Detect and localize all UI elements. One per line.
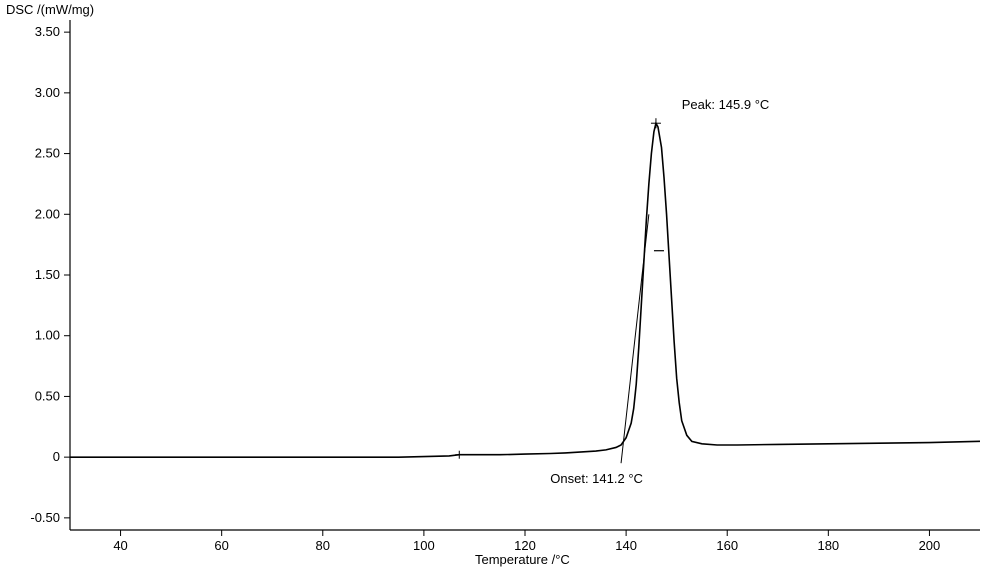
y-tick-label: 2.00	[35, 206, 60, 221]
x-tick-label: 100	[413, 538, 435, 553]
dsc-curve	[70, 123, 980, 457]
y-tick-label: 3.00	[35, 85, 60, 100]
y-tick-label: -0.50	[30, 510, 60, 525]
x-tick-label: 80	[316, 538, 330, 553]
y-tick-label: 0.50	[35, 388, 60, 403]
onset-tangent	[621, 214, 649, 463]
y-tick-label: 1.00	[35, 328, 60, 343]
y-tick-label: 2.50	[35, 146, 60, 161]
y-tick-label: 3.50	[35, 24, 60, 39]
x-tick-label: 200	[919, 538, 941, 553]
chart-svg: 40 60 80 100 120 140 160 180 200 -0.50 0 0.50 1.00 1.…	[0, 0, 1000, 568]
x-tick-label: 120	[514, 538, 536, 553]
x-tick-label: 60	[214, 538, 228, 553]
x-tick-label: 160	[716, 538, 738, 553]
x-tick-label: 140	[615, 538, 637, 553]
y-tick-label: 0	[53, 449, 60, 464]
x-tick-label: 180	[817, 538, 839, 553]
dsc-chart: DSC /(mW/mg) ↓ exo Temperature /°C Peak:…	[0, 0, 1000, 568]
x-tick-label: 40	[113, 538, 127, 553]
y-tick-label: 1.50	[35, 267, 60, 282]
